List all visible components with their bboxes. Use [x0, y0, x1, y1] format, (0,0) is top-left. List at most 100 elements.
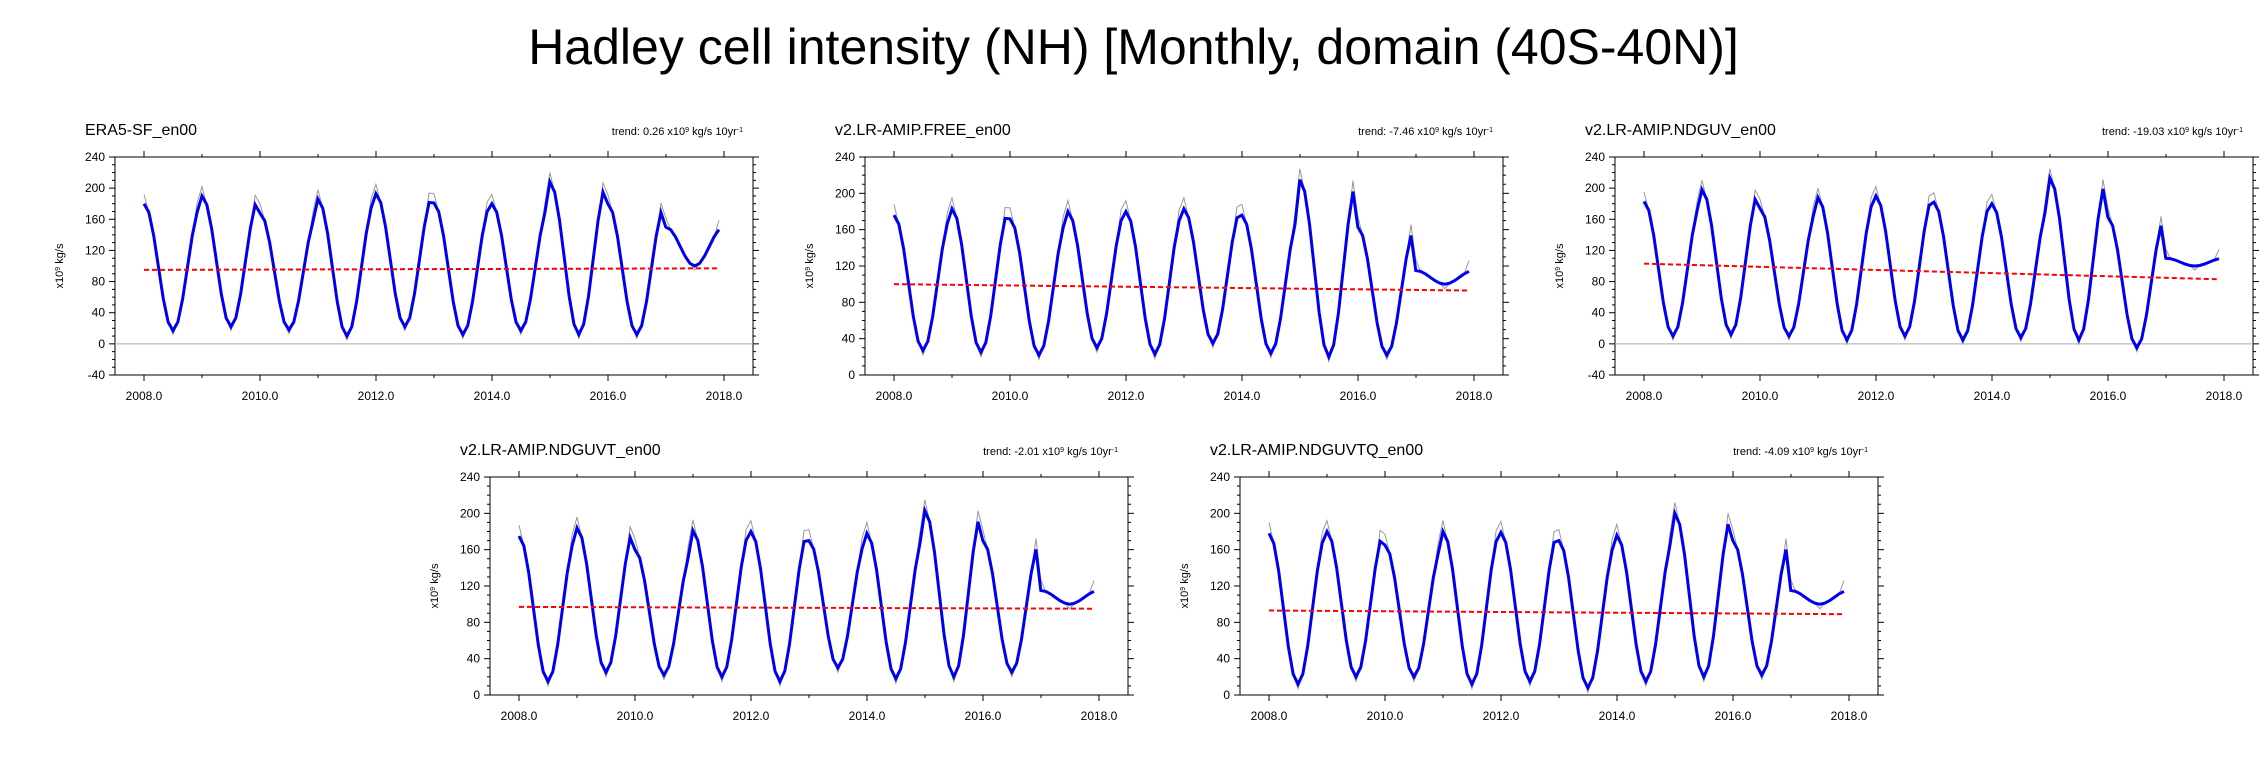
plot-frame	[114, 156, 754, 376]
y-tick-label: -40	[1588, 368, 1606, 382]
x-tick-label: 2018.0	[706, 389, 743, 403]
x-tick-label: 2010.0	[242, 389, 279, 403]
series-raw	[518, 499, 1095, 688]
y-tick-label: 0	[473, 688, 480, 702]
y-tick-label: 40	[1217, 652, 1231, 666]
y-tick-label: 0	[1223, 688, 1230, 702]
y-tick-label: 240	[460, 470, 480, 484]
trend-label: trend: -7.46 x109 kg/s 10yr-1	[1358, 126, 1493, 138]
y-tick-label: 40	[92, 306, 106, 320]
y-tick-label: 80	[467, 615, 481, 629]
y-tick-label: 160	[85, 212, 105, 226]
series-mean	[1642, 172, 2220, 351]
x-tick-label: 2014.0	[1974, 389, 2011, 403]
chart-free: v2.LR-AMIP.FREE_en00 trend: -7.46 x109 kg…	[804, 122, 1509, 403]
trend-label: trend: 0.26 x109 kg/s 10yr-1	[612, 126, 743, 138]
panel-title: v2.LR-AMIP.NDGUVT_en00	[460, 442, 661, 459]
y-tick-label: 0	[1598, 337, 1605, 351]
y-axis-label: x109 kg/s	[1179, 563, 1191, 608]
y-tick-label: 80	[92, 275, 106, 289]
y-axis-label: x109 kg/s	[804, 243, 816, 288]
y-tick-label: -40	[88, 368, 106, 382]
x-tick-label: 2018.0	[2206, 389, 2243, 403]
x-tick-label: 2018.0	[1456, 389, 1493, 403]
chart-ndguv: v2.LR-AMIP.NDGUV_en00 trend: -19.03 x109 …	[1554, 122, 2259, 403]
y-axis-label: x109 kg/s	[429, 563, 441, 608]
plot-frame	[864, 156, 1504, 376]
panel-title: v2.LR-AMIP.NDGUV_en00	[1585, 122, 1776, 139]
y-tick-label: 240	[85, 150, 105, 164]
x-tick-label: 2016.0	[1715, 709, 1752, 723]
series-mean	[1267, 508, 1845, 692]
x-tick-label: 2012.0	[1483, 709, 1520, 723]
x-tick-label: 2018.0	[1081, 709, 1118, 723]
panel-free: v2.LR-AMIP.FREE_en00 trend: -7.46 x109 kg…	[770, 115, 1509, 415]
x-tick-label: 2010.0	[617, 709, 654, 723]
y-tick-label: 240	[1210, 470, 1230, 484]
panel-title: ERA5-SF_en00	[85, 122, 197, 139]
y-tick-label: 0	[98, 337, 105, 351]
y-tick-label: 200	[460, 506, 480, 520]
y-tick-label: 200	[1585, 181, 1605, 195]
plot-frame	[1239, 476, 1879, 696]
x-tick-label: 2016.0	[2090, 389, 2127, 403]
panel-title: v2.LR-AMIP.NDGUVTQ_en00	[1210, 442, 1423, 459]
series-mean	[517, 505, 1095, 685]
chart-era5: ERA5-SF_en00 trend: 0.26 x109 kg/s 10yr-1…	[54, 122, 759, 403]
trend-line	[143, 267, 719, 271]
y-tick-label: 160	[460, 543, 480, 557]
trend-line	[893, 283, 1469, 292]
series-raw	[893, 168, 1470, 364]
y-tick-label: 240	[835, 150, 855, 164]
y-tick-label: 240	[1585, 150, 1605, 164]
panel-ndguv: v2.LR-AMIP.NDGUV_en00 trend: -19.03 x109 …	[1520, 115, 2259, 415]
panel-era5: ERA5-SF_en00 trend: 0.26 x109 kg/s 10yr-1…	[20, 115, 759, 415]
y-tick-label: 160	[835, 223, 855, 237]
series-raw	[143, 172, 720, 342]
panel-title: v2.LR-AMIP.FREE_en00	[835, 122, 1011, 139]
y-tick-label: 120	[460, 579, 480, 593]
x-tick-label: 2014.0	[474, 389, 511, 403]
series-raw	[1643, 168, 2220, 354]
trend-line	[1268, 609, 1844, 616]
x-tick-label: 2012.0	[1858, 389, 1895, 403]
trend-label: trend: -2.01 x109 kg/s 10yr-1	[983, 446, 1118, 458]
x-tick-label: 2014.0	[1599, 709, 1636, 723]
x-tick-label: 2016.0	[1340, 389, 1377, 403]
y-tick-label: 40	[467, 652, 481, 666]
y-tick-label: 200	[1210, 506, 1230, 520]
x-tick-label: 2008.0	[501, 709, 538, 723]
figure-title: Hadley cell intensity (NH) [Monthly, dom…	[528, 19, 1739, 75]
y-tick-label: 40	[842, 332, 856, 346]
y-tick-label: 120	[835, 259, 855, 273]
series-mean	[142, 176, 721, 340]
x-tick-label: 2008.0	[126, 389, 163, 403]
y-axis-label: x109 kg/s	[54, 243, 66, 288]
trend-line	[1643, 262, 2219, 281]
y-tick-label: 120	[85, 243, 105, 257]
x-tick-label: 2014.0	[1224, 389, 1261, 403]
trend-label: trend: -4.09 x109 kg/s 10yr-1	[1733, 446, 1868, 458]
x-tick-label: 2016.0	[590, 389, 627, 403]
y-axis-label: x109 kg/s	[1554, 243, 1566, 288]
trend-label: trend: -19.03 x109 kg/s 10yr-1	[2102, 126, 2243, 138]
y-tick-label: 120	[1585, 243, 1605, 257]
x-tick-label: 2012.0	[1108, 389, 1145, 403]
y-tick-label: 120	[1210, 579, 1230, 593]
x-tick-label: 2010.0	[1742, 389, 1779, 403]
x-tick-label: 2018.0	[1831, 709, 1868, 723]
panel-ndguvtq: v2.LR-AMIP.NDGUVTQ_en00 trend: -4.09 x109…	[1145, 435, 1884, 735]
panel-ndguvt: v2.LR-AMIP.NDGUVT_en00 trend: -2.01 x109 …	[395, 435, 1134, 735]
x-tick-label: 2012.0	[358, 389, 395, 403]
plot-frame	[489, 476, 1129, 696]
y-tick-label: 80	[842, 295, 856, 309]
chart-ndguvtq: v2.LR-AMIP.NDGUVTQ_en00 trend: -4.09 x109…	[1179, 442, 1884, 723]
x-tick-label: 2014.0	[849, 709, 886, 723]
y-tick-label: 200	[85, 181, 105, 195]
x-tick-label: 2010.0	[992, 389, 1029, 403]
x-tick-label: 2016.0	[965, 709, 1002, 723]
x-tick-label: 2008.0	[1251, 709, 1288, 723]
y-tick-label: 80	[1592, 275, 1606, 289]
series-mean	[892, 179, 1470, 361]
